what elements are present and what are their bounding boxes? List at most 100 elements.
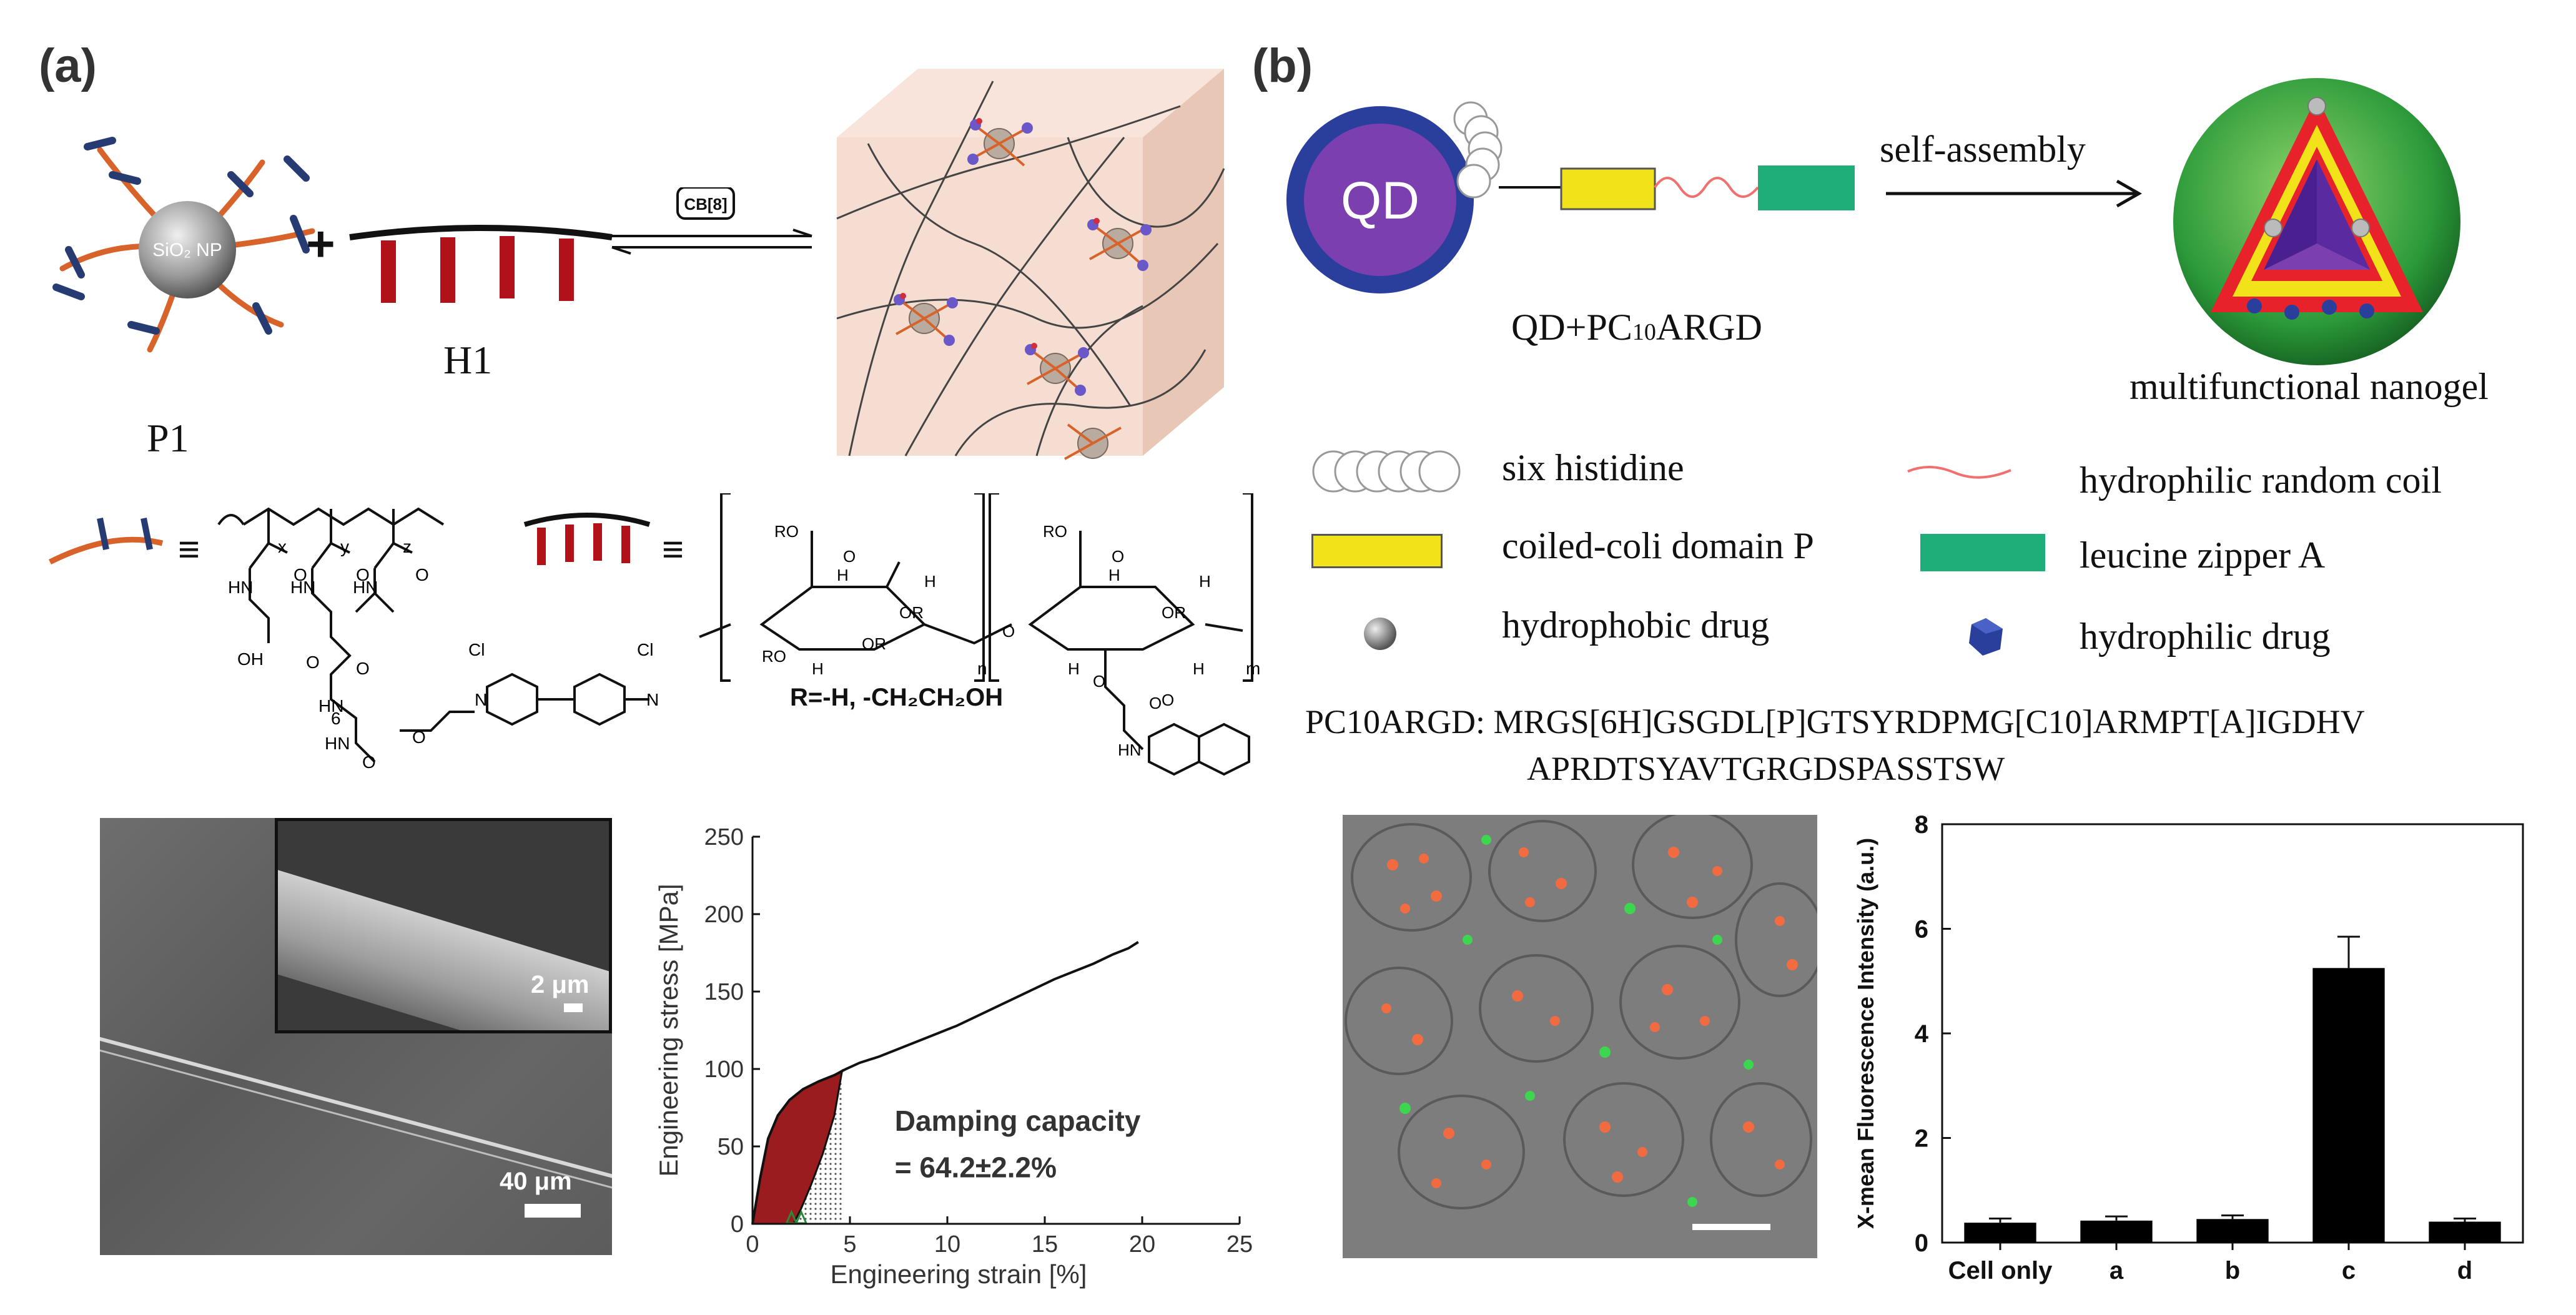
- elastic-energy-area: [793, 1070, 842, 1224]
- svg-text:O: O: [412, 727, 426, 747]
- svg-text:H: H: [812, 659, 824, 678]
- blue-polyhedron-icon: [1969, 618, 2003, 656]
- svg-text:RO: RO: [762, 647, 786, 666]
- y-axis-label: Engineering stress [MPa]: [654, 884, 683, 1176]
- green-block-icon: [1920, 534, 2045, 571]
- multifunctional-nanogel: [2173, 78, 2460, 365]
- svg-text:m: m: [1246, 659, 1260, 678]
- svg-text:Cl: Cl: [468, 640, 485, 659]
- svg-text:OH: OH: [237, 649, 264, 669]
- legend-label-leucine-zipper: leucine zipper A: [2080, 534, 2326, 576]
- stress-strain-curve: [751, 940, 1139, 1224]
- svg-text:H: H: [1193, 659, 1205, 678]
- main-scale-label: 40 μm: [500, 1168, 572, 1195]
- svg-text:HN: HN: [228, 578, 253, 597]
- x-tick-label: 0: [746, 1231, 759, 1258]
- svg-text:z: z: [403, 537, 412, 556]
- svg-text:N: N: [475, 690, 487, 709]
- x-tick-label: 15: [1032, 1231, 1058, 1258]
- svg-text:O: O: [1002, 622, 1015, 641]
- svg-text:y: y: [340, 537, 349, 556]
- y-axis-label: X-mean Fluorescence Intensity (a.u.): [1853, 838, 1878, 1229]
- coil-line-icon: [1907, 465, 2011, 479]
- svg-text:N: N: [646, 690, 659, 709]
- legend: six histidine hydrophilic random coil co…: [1311, 440, 2554, 690]
- svg-text:OR: OR: [1162, 603, 1186, 622]
- svg-text:O: O: [1093, 672, 1105, 691]
- micrograph-scale-bar: [1692, 1224, 1770, 1230]
- damping-annotation-value: = 64.2±2.2%: [895, 1151, 1057, 1184]
- p1-label: P1: [147, 416, 189, 460]
- y-tick-label: 100: [704, 1056, 744, 1083]
- svg-text:x: x: [278, 537, 287, 556]
- y-tick-label: 8: [1915, 811, 1928, 839]
- svg-text:OR: OR: [862, 634, 886, 653]
- y-tick-label: 50: [718, 1134, 744, 1160]
- svg-text:O: O: [843, 547, 856, 566]
- svg-text:O: O: [1112, 547, 1124, 566]
- svg-text:HN: HN: [325, 734, 350, 753]
- category-label-1: a: [2110, 1257, 2124, 1284]
- svg-text:O: O: [1162, 691, 1174, 709]
- category-label-4: d: [2457, 1257, 2472, 1284]
- y-tick-label: 4: [1915, 1020, 1929, 1048]
- legend-label-hydrophilic-drug: hydrophilic drug: [2080, 616, 2331, 657]
- svg-text:n: n: [977, 659, 987, 678]
- panel-a-label: (a): [39, 39, 97, 92]
- svg-text:RO: RO: [1043, 522, 1067, 541]
- svg-text:O: O: [306, 653, 320, 672]
- grey-sphere-icon: [1364, 618, 1396, 650]
- x-tick-label: 25: [1226, 1231, 1253, 1258]
- qd-construct-scheme: QD: [1286, 101, 1855, 293]
- x-tick-label: 5: [843, 1231, 856, 1258]
- svg-text:HN: HN: [318, 696, 343, 716]
- histidine-rings-icon: [1312, 450, 1461, 493]
- polymer-chemical-structures: ≡ x y z 6 O HN O HN O HN OH O O HN HN O …: [48, 493, 1260, 776]
- legend-label-six-histidine: six histidine: [1502, 447, 1684, 488]
- y-tick-label: 0: [731, 1211, 744, 1238]
- y-tick-label: 2: [1915, 1125, 1928, 1153]
- svg-text:Cl: Cl: [637, 640, 653, 659]
- sem-inset: 2 μm: [275, 818, 612, 1033]
- legend-label-coiled-domain: coiled-coli domain P: [1502, 525, 1814, 566]
- h1-polymer-scheme: [349, 225, 613, 303]
- svg-text:O: O: [362, 752, 376, 772]
- svg-text:O: O: [1149, 694, 1162, 712]
- svg-text:O: O: [294, 565, 307, 584]
- inset-scale-label: 2 μm: [531, 971, 590, 998]
- fluorescence-bar-chart: 0 2 4 6 8 Cell only a b c d X-mean Fluorescence In…: [1853, 811, 2524, 1284]
- bar-4: [2429, 1221, 2501, 1243]
- svg-text:H: H: [1068, 659, 1080, 678]
- equilibrium-arrow: CB[8]: [611, 187, 812, 255]
- self-assembly-arrow: [1886, 179, 2143, 208]
- plus-sign: +: [306, 216, 335, 272]
- sequence-line-1: PC10ARGD: MRGS[6H]GSGDL[P]GTSYRDPMG[C10]…: [1305, 703, 2365, 741]
- svg-text:RO: RO: [774, 522, 799, 541]
- category-label-3: c: [2342, 1257, 2356, 1284]
- equiv-sign-1: ≡: [178, 528, 200, 570]
- yellow-block-icon: [1311, 534, 1443, 568]
- h1-label: H1: [443, 338, 493, 382]
- svg-text:OR: OR: [899, 603, 924, 622]
- legend-label-hydrophobic-drug: hydrophobic drug: [1502, 604, 1770, 646]
- plot-frame: [1941, 823, 2524, 1244]
- main-scale-bar: [525, 1204, 581, 1218]
- y-tick-label: 200: [704, 902, 744, 928]
- svg-text:H: H: [1108, 566, 1120, 584]
- qd-label: QD: [1341, 171, 1419, 230]
- bar-3: [2312, 968, 2385, 1243]
- nanogel-label: multifunctional nanogel: [2129, 366, 2489, 407]
- fluorescence-micrograph: [1343, 815, 1817, 1258]
- y-tick-label: 0: [1915, 1229, 1928, 1257]
- legend-label-random-coil: hydrophilic random coil: [2080, 460, 2442, 501]
- construct-label: QD+PC10ARGD: [1511, 307, 1762, 348]
- y-tick-label: 150: [704, 979, 744, 1005]
- svg-text:6: 6: [331, 709, 341, 728]
- y-tick-label: 250: [704, 824, 744, 850]
- x-axis-label: Engineering strain [%]: [831, 1259, 1087, 1289]
- y-tick-label: 6: [1915, 916, 1928, 943]
- svg-text:O: O: [415, 565, 429, 584]
- svg-text:H: H: [924, 572, 936, 591]
- svg-text:HN: HN: [1118, 741, 1142, 759]
